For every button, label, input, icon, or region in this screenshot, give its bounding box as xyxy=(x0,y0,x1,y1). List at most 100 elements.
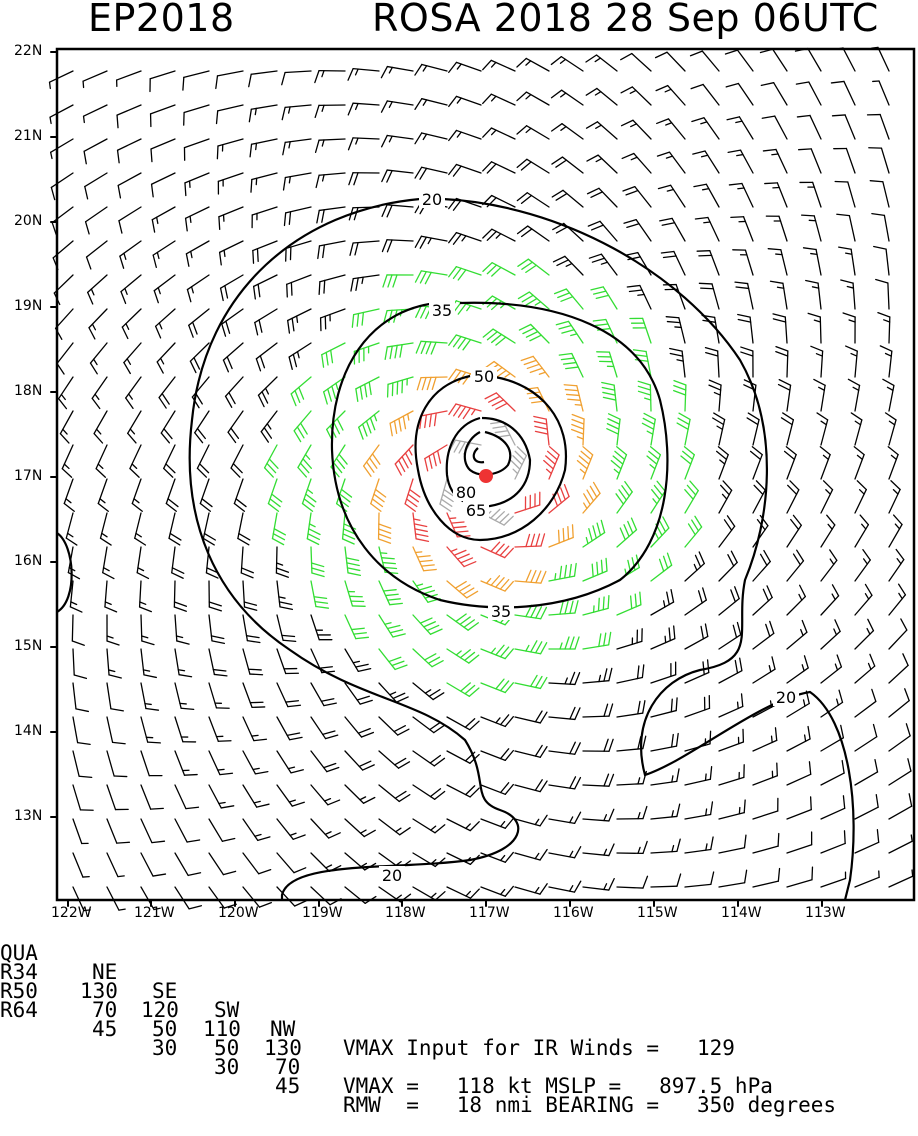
wind-barb xyxy=(382,135,413,146)
wind-barb xyxy=(719,622,741,649)
wind-barb xyxy=(843,313,855,343)
wind-barb xyxy=(413,615,442,634)
wind-barb xyxy=(685,552,704,581)
wind-barb xyxy=(518,226,549,241)
wind-barb xyxy=(107,683,123,711)
wind-barb xyxy=(889,481,900,513)
wind-barb xyxy=(268,479,281,511)
wind-barb xyxy=(616,482,632,513)
wind-barb xyxy=(277,819,305,839)
r34-sw: 110 xyxy=(203,1020,241,1039)
lon-label: 114W xyxy=(721,905,762,921)
wind-barb xyxy=(379,785,410,801)
wind-barb xyxy=(185,173,209,196)
wind-barb xyxy=(73,683,88,711)
wind-barb xyxy=(811,346,823,377)
wind-barb xyxy=(855,584,872,615)
wind-barb xyxy=(817,413,828,445)
lon-label: 118W xyxy=(385,905,426,921)
wind-barb xyxy=(311,547,324,577)
wind-barb xyxy=(787,867,812,887)
contour-label: 35 xyxy=(491,602,511,621)
wind-barb xyxy=(349,173,379,185)
wind-barb xyxy=(447,717,479,730)
wind-barb xyxy=(483,162,515,173)
quad-header-row: QUA NE SE SW NW VMAX Input for IR Winds … xyxy=(0,925,918,944)
wind-barb xyxy=(483,263,515,276)
wind-barb xyxy=(228,411,243,442)
wind-barb xyxy=(217,139,243,159)
wind-barb xyxy=(623,187,651,207)
wind-barb xyxy=(413,683,444,700)
wind-barb xyxy=(107,717,125,744)
wind-barb xyxy=(726,83,753,105)
wind-barb xyxy=(249,105,277,122)
wind-barb xyxy=(876,280,889,309)
wind-barb xyxy=(251,173,277,192)
wind-barb xyxy=(695,217,719,241)
wind-barb xyxy=(753,763,777,785)
wind-barb xyxy=(556,321,583,343)
storm-center-icon xyxy=(479,469,493,483)
wind-barb xyxy=(753,869,780,887)
wind-barb xyxy=(517,126,549,139)
wind-barb xyxy=(128,411,141,443)
wind-barb xyxy=(449,164,481,176)
wind-barb xyxy=(311,615,332,640)
wind-barb xyxy=(481,576,513,591)
wind-barb xyxy=(223,343,243,372)
wind-barb xyxy=(888,447,898,479)
wind-barb xyxy=(787,585,805,615)
wind-barb xyxy=(345,615,368,639)
r64-se: 30 xyxy=(152,1039,177,1058)
wind-barb xyxy=(753,834,779,853)
wind-barb xyxy=(175,887,201,909)
lat-label: 20N xyxy=(14,213,42,229)
wind-barb xyxy=(209,853,236,875)
wind-barb xyxy=(651,626,675,649)
wind-barb xyxy=(272,513,285,545)
wind-barb xyxy=(345,547,360,575)
wind-barb xyxy=(140,581,152,612)
wind-barb xyxy=(651,804,680,819)
wind-barb xyxy=(107,785,128,810)
lon-label: 121W xyxy=(134,905,175,921)
wind-barb xyxy=(64,479,74,511)
wind-barb xyxy=(151,139,175,162)
wind-barb xyxy=(243,853,271,874)
wind-barb xyxy=(821,761,844,785)
wind-barb xyxy=(89,309,107,339)
wind-barb xyxy=(66,513,77,545)
wind-barb xyxy=(611,447,626,479)
wind-barb xyxy=(880,346,891,377)
wind-barb xyxy=(583,558,607,581)
wind-barb xyxy=(515,675,547,688)
wind-barb xyxy=(217,105,243,124)
wind-barb xyxy=(617,518,636,547)
wind-barb xyxy=(517,92,549,105)
r34-row: R34 130 120 110 130 xyxy=(0,944,918,963)
wind-barb xyxy=(873,81,889,105)
wind-barb xyxy=(515,492,540,513)
lon-label: 117W xyxy=(469,905,510,921)
wind-barb xyxy=(729,183,753,207)
wind-barb xyxy=(322,343,345,367)
wind-barb xyxy=(60,411,73,443)
contour-20-main xyxy=(190,199,519,900)
wind-barb xyxy=(515,570,546,583)
wind-barb xyxy=(73,853,89,877)
wind-barb xyxy=(821,481,833,513)
wind-barb xyxy=(91,343,107,374)
wind-barb xyxy=(84,139,107,164)
wind-barb xyxy=(549,672,580,684)
wind-barb xyxy=(555,289,583,309)
wind-barb xyxy=(770,281,787,309)
wind-barb xyxy=(773,314,787,343)
wind-barb xyxy=(855,515,868,547)
wind-barb xyxy=(349,138,379,150)
wind-barb xyxy=(141,751,162,776)
wind-barb xyxy=(175,615,189,644)
wind-barb xyxy=(238,513,250,545)
r50-ne: 70 xyxy=(92,1001,117,1020)
contour-label: 20 xyxy=(382,866,402,885)
